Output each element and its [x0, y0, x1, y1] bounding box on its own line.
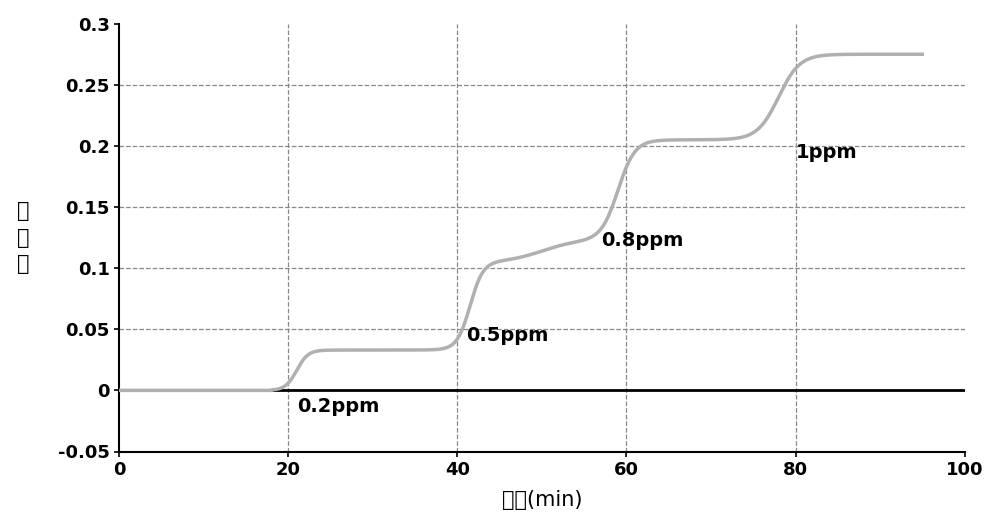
Text: 0.8ppm: 0.8ppm: [601, 231, 683, 250]
Text: 0.5ppm: 0.5ppm: [466, 327, 548, 346]
X-axis label: 时间(min): 时间(min): [502, 490, 582, 510]
Y-axis label: 灵
敏
度: 灵 敏 度: [17, 201, 29, 274]
Text: 1ppm: 1ppm: [796, 143, 857, 162]
Text: 0.2ppm: 0.2ppm: [297, 397, 379, 416]
